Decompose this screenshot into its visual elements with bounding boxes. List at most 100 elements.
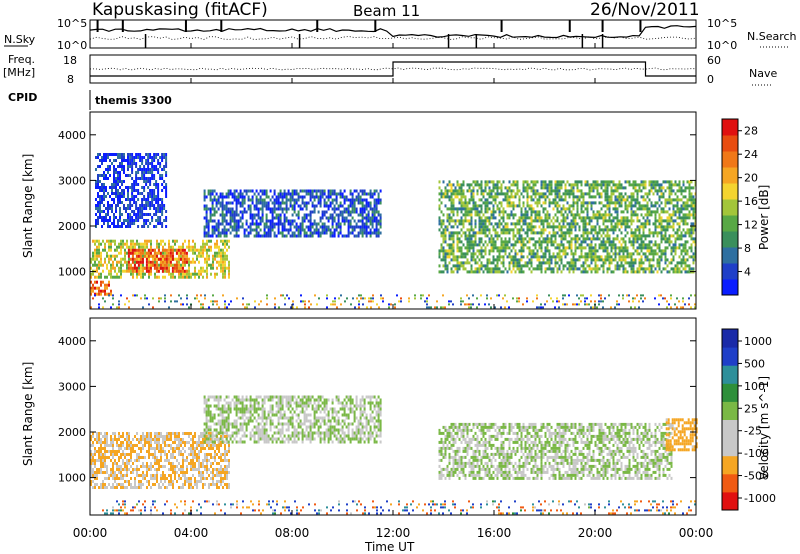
- cell: [151, 174, 154, 177]
- cell: [301, 189, 304, 193]
- cell: [293, 201, 296, 205]
- cell: [498, 294, 500, 297]
- cell: [488, 192, 491, 196]
- cell: [572, 189, 575, 193]
- cell: [301, 228, 304, 232]
- cell: [468, 219, 471, 223]
- cell: [152, 297, 154, 300]
- cell: [628, 225, 631, 229]
- cell: [472, 270, 475, 274]
- cell: [235, 198, 238, 202]
- cell: [646, 195, 649, 199]
- cell: [656, 246, 659, 250]
- cell: [106, 275, 108, 279]
- cell: [580, 255, 583, 259]
- cell: [251, 219, 254, 223]
- cell: [297, 234, 300, 238]
- cell: [454, 264, 457, 268]
- cell: [644, 258, 647, 262]
- cell: [354, 306, 356, 309]
- cell: [562, 207, 565, 211]
- cell: [150, 239, 152, 243]
- cell: [496, 189, 499, 193]
- cell: [452, 204, 455, 208]
- cell: [488, 261, 491, 265]
- cell: [470, 252, 473, 256]
- cell: [602, 222, 605, 226]
- cell: [156, 251, 158, 255]
- cell: [480, 180, 483, 184]
- cell: [130, 272, 132, 276]
- cell: [520, 246, 523, 250]
- cell: [502, 216, 505, 220]
- cell: [610, 255, 613, 259]
- cell: [504, 240, 507, 244]
- cell: [198, 251, 200, 255]
- cell: [167, 266, 170, 270]
- cell: [612, 270, 615, 274]
- cell: [558, 204, 561, 208]
- cell: [544, 261, 547, 265]
- cell: [326, 294, 328, 297]
- cell: [604, 198, 607, 202]
- cell: [136, 294, 138, 297]
- cell: [606, 255, 609, 259]
- cell: [472, 195, 475, 199]
- cell: [594, 261, 597, 265]
- cell: [281, 222, 284, 226]
- cell: [295, 192, 298, 196]
- cell: [97, 210, 99, 213]
- cell: [580, 219, 583, 223]
- cell: [650, 201, 653, 205]
- cell: [303, 204, 306, 208]
- cell: [596, 255, 599, 259]
- cell: [115, 183, 117, 186]
- cell: [210, 266, 212, 270]
- cell: [560, 180, 563, 184]
- cell: [542, 252, 545, 256]
- cell: [153, 189, 156, 192]
- cell: [508, 201, 511, 205]
- cell: [297, 210, 300, 214]
- cell: [317, 231, 320, 235]
- cell: [544, 207, 547, 211]
- cell: [662, 219, 665, 223]
- cell: [349, 189, 352, 193]
- cell: [289, 192, 292, 196]
- cell: [269, 234, 272, 238]
- cell: [426, 306, 428, 309]
- cell: [600, 228, 603, 232]
- cell: [618, 222, 621, 226]
- cell: [494, 198, 497, 202]
- cell: [253, 204, 256, 208]
- cell: [572, 261, 575, 265]
- cell: [436, 306, 438, 309]
- cell: [450, 252, 453, 256]
- cell: [170, 272, 172, 276]
- cell: [123, 171, 125, 174]
- cell: [548, 222, 551, 226]
- cell: [115, 216, 117, 219]
- cell: [534, 183, 537, 187]
- cell: [562, 192, 565, 196]
- cell: [424, 300, 426, 303]
- cell: [540, 255, 543, 259]
- cell: [245, 192, 248, 196]
- cell: [680, 243, 683, 247]
- cell: [337, 225, 340, 229]
- cell: [440, 306, 442, 309]
- cell: [110, 306, 112, 309]
- cell: [159, 251, 162, 255]
- cell: [133, 213, 136, 216]
- cell: [343, 207, 346, 211]
- cell: [343, 222, 346, 226]
- cell: [194, 260, 196, 264]
- cell: [678, 255, 681, 259]
- cell: [440, 219, 443, 223]
- cell: [303, 216, 306, 220]
- cell: [638, 228, 641, 232]
- cell: [302, 300, 304, 303]
- cell: [331, 222, 334, 226]
- cell: [261, 201, 264, 205]
- cell: [446, 213, 449, 217]
